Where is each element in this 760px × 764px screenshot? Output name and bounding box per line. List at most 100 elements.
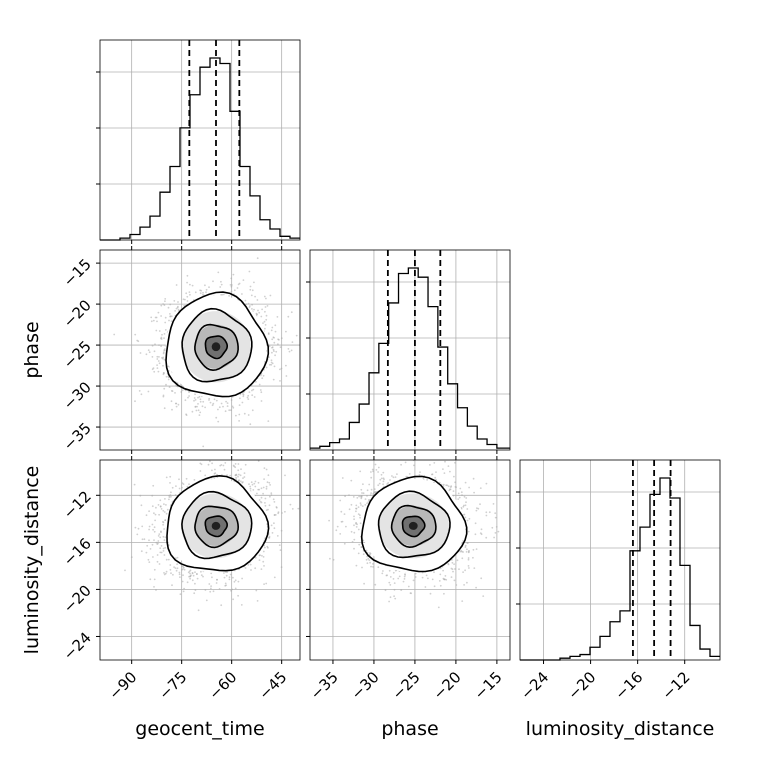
scatter-point (279, 380, 281, 382)
scatter-point (224, 469, 226, 471)
scatter-point (224, 577, 226, 579)
scatter-point (268, 482, 270, 484)
scatter-point (169, 304, 171, 306)
scatter-point (135, 527, 137, 529)
scatter-point (155, 330, 157, 332)
scatter-point (280, 346, 282, 348)
scatter-point (156, 321, 158, 323)
scatter-point (230, 278, 232, 280)
scatter-point (181, 487, 183, 489)
scatter-point (261, 502, 263, 504)
scatter-point (261, 309, 263, 311)
scatter-point (249, 457, 251, 459)
scatter-point (280, 549, 282, 551)
scatter-point (171, 400, 173, 402)
scatter-point (212, 403, 214, 405)
scatter-point (234, 289, 236, 291)
scatter-point (175, 557, 177, 559)
scatter-point (245, 567, 247, 569)
scatter-point (134, 334, 136, 336)
scatter-point (161, 552, 163, 554)
scatter-point (158, 533, 160, 535)
scatter-point (153, 371, 155, 373)
scatter-point (245, 303, 247, 305)
scatter-point (266, 488, 268, 490)
scatter-point (219, 406, 221, 408)
scatter-point (124, 570, 126, 572)
scatter-point (202, 446, 204, 448)
scatter-point (273, 522, 275, 524)
scatter-point (150, 317, 152, 319)
scatter-point (262, 322, 264, 324)
scatter-point (263, 583, 265, 585)
scatter-point (288, 348, 290, 350)
scatter-point (256, 313, 258, 315)
scatter-point (159, 547, 161, 549)
scatter-point (253, 309, 255, 311)
scatter-point (248, 303, 250, 305)
scatter-point (251, 295, 253, 297)
scatter-point (281, 368, 283, 370)
scatter-point (201, 574, 203, 576)
scatter-point (245, 464, 247, 466)
histogram-panel-geocent_time (96, 40, 300, 244)
scatter-point (192, 579, 194, 581)
scatter-point (169, 564, 171, 566)
scatter-point (250, 286, 252, 288)
scatter-point (157, 540, 159, 542)
scatter-point (286, 375, 288, 377)
scatter-point (273, 336, 275, 338)
scatter-point (169, 496, 171, 498)
scatter-point (217, 421, 219, 423)
scatter-point (158, 356, 160, 358)
scatter-point (195, 589, 197, 591)
panel-background-phase (310, 250, 510, 450)
scatter-point (163, 372, 165, 374)
scatter-point (297, 508, 299, 510)
scatter-point (165, 504, 167, 506)
scatter-point (202, 292, 204, 294)
scatter-point (194, 397, 196, 399)
scatter-point (197, 403, 199, 405)
scatter-point (268, 474, 270, 476)
scatter-point (157, 554, 159, 556)
scatter-point (231, 589, 233, 591)
scatter-point (231, 291, 233, 293)
scatter-point (276, 507, 278, 509)
scatter-point (157, 561, 159, 563)
scatter-point (277, 316, 279, 318)
scatter-point (277, 343, 279, 345)
scatter-point (274, 366, 276, 368)
scatter-point (266, 469, 268, 471)
scatter-point (192, 411, 194, 413)
scatter-point (154, 526, 156, 528)
scatter-point (230, 574, 232, 576)
scatter-point (187, 300, 189, 302)
scatter-point (221, 403, 223, 405)
scatter-point (204, 475, 206, 477)
scatter-point (180, 391, 182, 393)
scatter-point (216, 582, 218, 584)
scatter-point (243, 394, 245, 396)
scatter-point (180, 593, 182, 595)
scatter-point (208, 286, 210, 288)
scatter-point (235, 579, 237, 581)
scatter-point (183, 483, 185, 485)
scatter-point (255, 557, 257, 559)
scatter-point (189, 573, 191, 575)
scatter-point (219, 286, 221, 288)
scatter-point (247, 564, 249, 566)
scatter-point (146, 514, 148, 516)
scatter-point (165, 329, 167, 331)
scatter-point (159, 330, 161, 332)
scatter-point (154, 579, 156, 581)
scatter-point (256, 493, 258, 495)
scatter-point (211, 576, 213, 578)
scatter-point (163, 337, 165, 339)
scatter-point (235, 588, 237, 590)
scatter-point (273, 379, 275, 381)
scatter-point (142, 538, 144, 540)
scatter-point (266, 315, 268, 317)
scatter-point (163, 550, 165, 552)
